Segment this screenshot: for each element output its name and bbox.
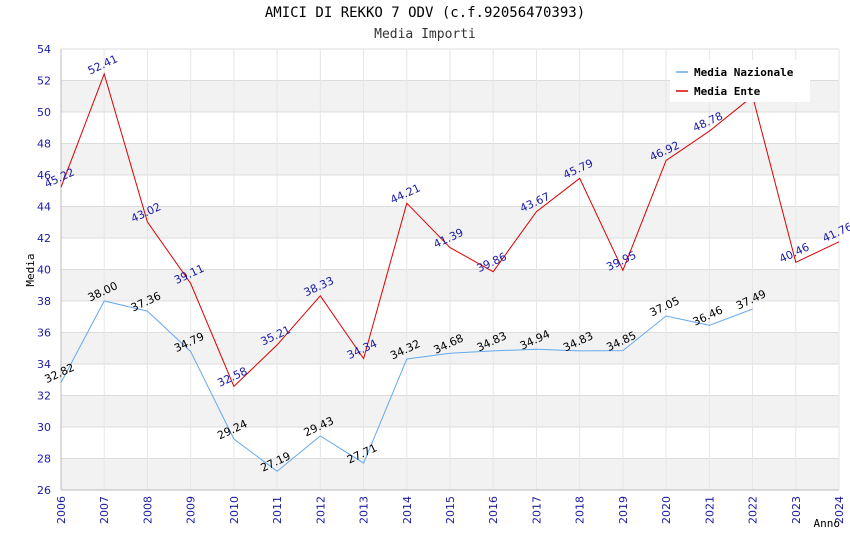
x-tick-label: 2014: [401, 496, 414, 524]
x-tick-label: 2010: [228, 496, 241, 524]
data-label: 40.46: [777, 241, 811, 266]
data-label: 44.21: [388, 181, 422, 206]
x-tick-label: 2020: [660, 496, 673, 524]
x-tick-label: 2013: [358, 496, 371, 524]
x-tick-label: 2021: [703, 496, 716, 524]
legend-label: Media Ente: [694, 85, 761, 98]
chart-title: AMICI DI REKKO 7 ODV (c.f.92056470393): [264, 5, 586, 21]
y-tick-label: 46: [37, 169, 51, 182]
x-tick-label: 2018: [574, 496, 587, 524]
legend-label: Media Nazionale: [694, 66, 794, 79]
y-tick-label: 32: [37, 390, 51, 403]
chart-subtitle: Media Importi: [374, 27, 476, 42]
x-tick-label: 2008: [141, 496, 154, 524]
y-tick-label: 26: [37, 484, 51, 497]
x-tick-label: 2023: [790, 496, 803, 524]
y-tick-label: 54: [37, 43, 51, 56]
x-tick-label: 2016: [487, 496, 500, 524]
x-tick-label: 2011: [271, 496, 284, 524]
y-tick-label: 50: [37, 106, 51, 119]
y-tick-label: 36: [37, 327, 51, 340]
x-axis-title: Anno: [814, 517, 841, 530]
legend-box: [670, 60, 810, 102]
data-label: 52.41: [86, 52, 120, 77]
y-tick-label: 34: [37, 358, 51, 371]
y-axis-title: Media: [24, 253, 37, 286]
data-label: 32.58: [215, 365, 249, 390]
y-tick-label: 30: [37, 421, 51, 434]
data-label: 48.78: [691, 109, 725, 134]
x-tick-label: 2022: [747, 496, 760, 524]
x-tick-label: 2019: [617, 496, 630, 524]
y-tick-label: 44: [37, 201, 51, 214]
x-tick-label: 2012: [314, 496, 327, 524]
x-tick-label: 2007: [98, 496, 111, 524]
y-tick-label: 28: [37, 453, 51, 466]
y-tick-label: 52: [37, 75, 51, 88]
x-tick-label: 2015: [444, 496, 457, 524]
x-tick-label: 2006: [55, 496, 68, 524]
series-line: [60, 72, 840, 388]
x-tick-label: 2017: [530, 496, 543, 524]
y-tick-label: 48: [37, 138, 51, 151]
y-tick-label: 40: [37, 264, 51, 277]
y-tick-label: 42: [37, 232, 51, 245]
x-tick-label: 2009: [185, 496, 198, 524]
series-line: [60, 300, 753, 472]
x-tick-label: 2024: [833, 496, 846, 524]
y-tick-label: 38: [37, 295, 51, 308]
